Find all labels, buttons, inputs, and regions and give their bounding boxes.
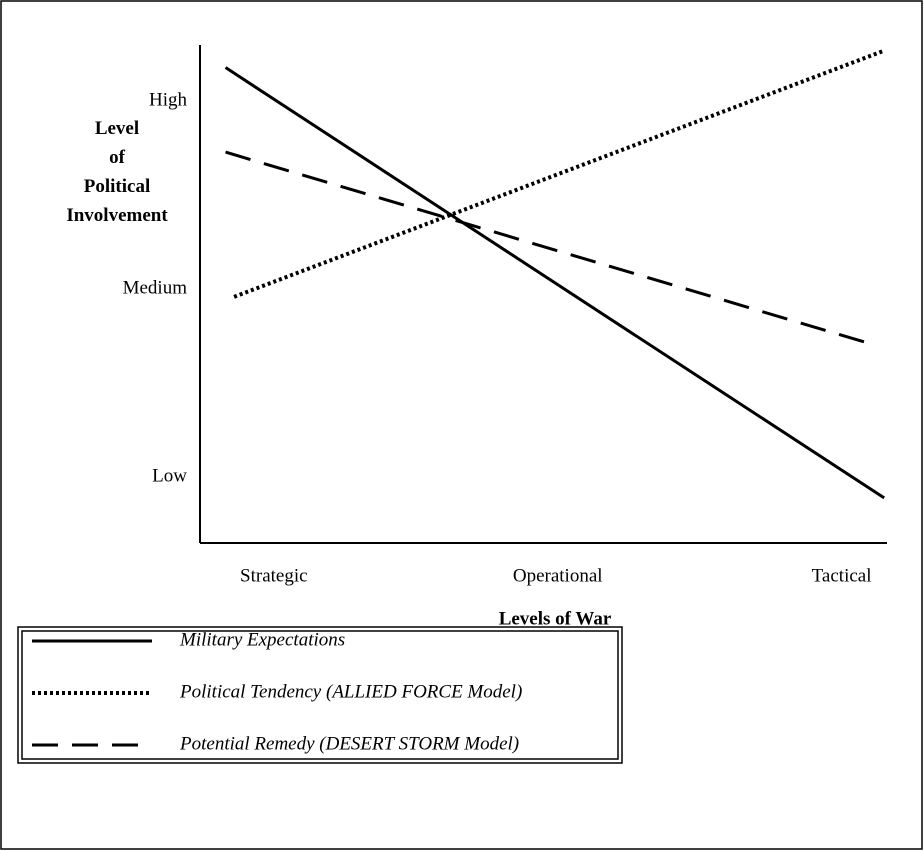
y-axis-title: Level of Political Involvement [66, 118, 168, 226]
legend-label: Political Tendency (ALLIED FORCE Model) [179, 681, 522, 702]
series-line [225, 150, 865, 344]
series-line [233, 48, 885, 299]
legend-border-outer [17, 626, 623, 764]
x-tick-label: Strategic [240, 565, 308, 586]
y-tick-label: High [149, 90, 188, 111]
x-tick-label: Operational [513, 565, 603, 586]
series-line [224, 66, 885, 500]
y-tick-label: Low [152, 466, 187, 487]
x-axis-title: Levels of War [499, 608, 612, 629]
legend-label: Potential Remedy (DESERT STORM Model) [179, 733, 519, 754]
x-tick-label: Tactical [812, 565, 872, 586]
y-tick-label: Medium [123, 278, 188, 299]
legend-label: Military Expectations [179, 629, 345, 650]
legend-border-inner [21, 630, 619, 760]
